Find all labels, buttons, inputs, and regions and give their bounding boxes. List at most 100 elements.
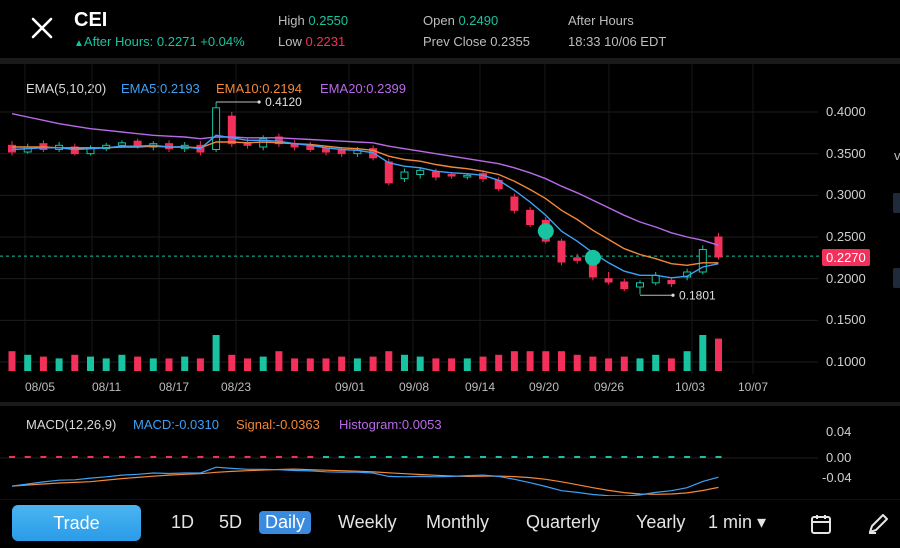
timeframe-daily[interactable]: Daily xyxy=(259,511,312,534)
volume-bar xyxy=(212,335,220,371)
macd-histogram-bar xyxy=(71,456,78,458)
candle-body xyxy=(557,240,566,263)
macd-histogram-bar xyxy=(260,456,267,458)
macd-histogram-bar xyxy=(134,456,141,458)
volume-bar xyxy=(510,351,518,371)
candle-body xyxy=(510,196,519,211)
timeframe-1d[interactable]: 1D xyxy=(171,512,195,532)
ema5-value: EMA5:0.2193 xyxy=(121,81,200,96)
volume-bar xyxy=(275,351,283,371)
prev-close-stat: Prev Close 0.2355 xyxy=(423,34,530,49)
macd-histogram-bar xyxy=(668,456,675,458)
macd-histogram-bar xyxy=(228,456,235,458)
macd-histogram-bar xyxy=(244,456,251,458)
candle-body xyxy=(636,282,644,288)
macd-histogram-bar xyxy=(527,456,534,458)
macd-histogram-bar xyxy=(621,456,628,458)
macd-histogram-bar xyxy=(448,456,455,458)
volume-bar xyxy=(306,358,314,371)
timeframe-quarterly[interactable]: Quarterly xyxy=(526,512,601,532)
side-panel-tab[interactable] xyxy=(893,193,900,213)
macd-title: MACD(12,26,9) xyxy=(26,417,117,432)
macd-histogram-bar xyxy=(166,456,172,458)
candle-body xyxy=(416,169,425,176)
up-arrow-icon: ▲ xyxy=(74,38,84,49)
volume-bar xyxy=(353,358,361,371)
macd-histogram-bar xyxy=(24,456,31,458)
macd-histogram-bar xyxy=(511,456,518,458)
ema20-value: EMA20:0.2399 xyxy=(320,81,407,96)
price-tick: 0.2000 xyxy=(826,270,866,286)
macd-histogram-bar xyxy=(118,456,125,458)
price-chart[interactable]: 0.4120 0.1801 xyxy=(0,64,900,404)
candle-body xyxy=(322,148,330,153)
calendar-icon[interactable] xyxy=(809,512,833,536)
macd-histogram-bar xyxy=(542,456,549,458)
signal-marker xyxy=(537,223,554,240)
date-tick: 08/23 xyxy=(221,380,252,394)
candle-body xyxy=(604,278,613,283)
macd-histogram-bar xyxy=(652,456,659,458)
volume-bar xyxy=(118,354,126,371)
date-tick: 09/26 xyxy=(594,380,625,394)
candle-body xyxy=(400,171,409,180)
timeframe-minute-dropdown[interactable]: 1 min ▾ xyxy=(708,512,767,532)
draw-tool-icon[interactable] xyxy=(866,512,890,536)
ema20-line xyxy=(11,113,719,246)
volume-bar xyxy=(71,354,79,371)
date-tick: 10/03 xyxy=(675,380,706,394)
timeframe-yearly[interactable]: Yearly xyxy=(636,512,686,532)
candle-body xyxy=(337,149,346,155)
timeframe-monthly[interactable]: Monthly xyxy=(426,512,490,532)
macd-histogram-bar xyxy=(432,456,439,458)
volume-bar xyxy=(526,351,534,371)
volume-bar xyxy=(149,358,157,371)
min-price-label: 0.1801 xyxy=(679,288,716,302)
signal-marker xyxy=(584,249,601,266)
header-divider xyxy=(0,58,900,64)
macd-tick: 0.00 xyxy=(826,450,852,465)
volume-bar xyxy=(369,356,377,371)
after-hours-quote: ▲After Hours: 0.2271 +0.04% xyxy=(74,34,245,49)
candle-body xyxy=(651,274,660,284)
price-tick: 0.3000 xyxy=(826,187,866,203)
candle-body xyxy=(463,174,472,178)
signal-line xyxy=(11,468,719,495)
macd-histogram-bar xyxy=(40,456,47,458)
volume-bar xyxy=(196,358,204,371)
session-time: 18:33 10/06 EDT xyxy=(568,34,667,49)
macd-value: MACD:-0.0310 xyxy=(133,417,219,432)
volume-bar xyxy=(589,356,597,371)
side-panel-chevron-icon[interactable]: v xyxy=(894,148,900,163)
macd-histogram-bar xyxy=(385,456,392,458)
volume-bar xyxy=(8,351,16,371)
side-panel-tab[interactable] xyxy=(893,268,900,288)
candle-body xyxy=(431,171,440,178)
timeframe-weekly[interactable]: Weekly xyxy=(338,512,397,532)
price-tick: 0.1500 xyxy=(826,312,866,328)
close-icon[interactable] xyxy=(28,14,56,42)
ema10-line xyxy=(12,141,719,267)
volume-bar xyxy=(322,358,330,371)
volume-bar xyxy=(683,351,691,371)
volume-bar xyxy=(24,354,32,371)
volume-bar xyxy=(385,351,393,371)
volume-bar xyxy=(463,358,471,371)
macd-histogram-bar xyxy=(574,456,581,458)
price-tick: 0.1000 xyxy=(826,354,866,369)
trade-button[interactable]: Trade xyxy=(12,505,141,541)
timeframe-5d[interactable]: 5D xyxy=(219,512,243,532)
volume-bar xyxy=(39,356,47,371)
volume-bar xyxy=(542,351,550,371)
candle-body xyxy=(526,209,535,225)
volume-bar xyxy=(102,358,110,371)
macd-histogram-bar xyxy=(338,456,345,458)
volume-bar xyxy=(165,358,173,371)
candle-body xyxy=(117,142,126,146)
macd-tick: 0.04 xyxy=(826,424,852,439)
candle-body xyxy=(573,257,582,261)
macd-chart[interactable] xyxy=(0,440,820,496)
max-annotation-dot xyxy=(257,100,261,104)
macd-histogram-bar xyxy=(275,456,282,458)
current-price-tag: 0.2270 xyxy=(822,249,870,266)
